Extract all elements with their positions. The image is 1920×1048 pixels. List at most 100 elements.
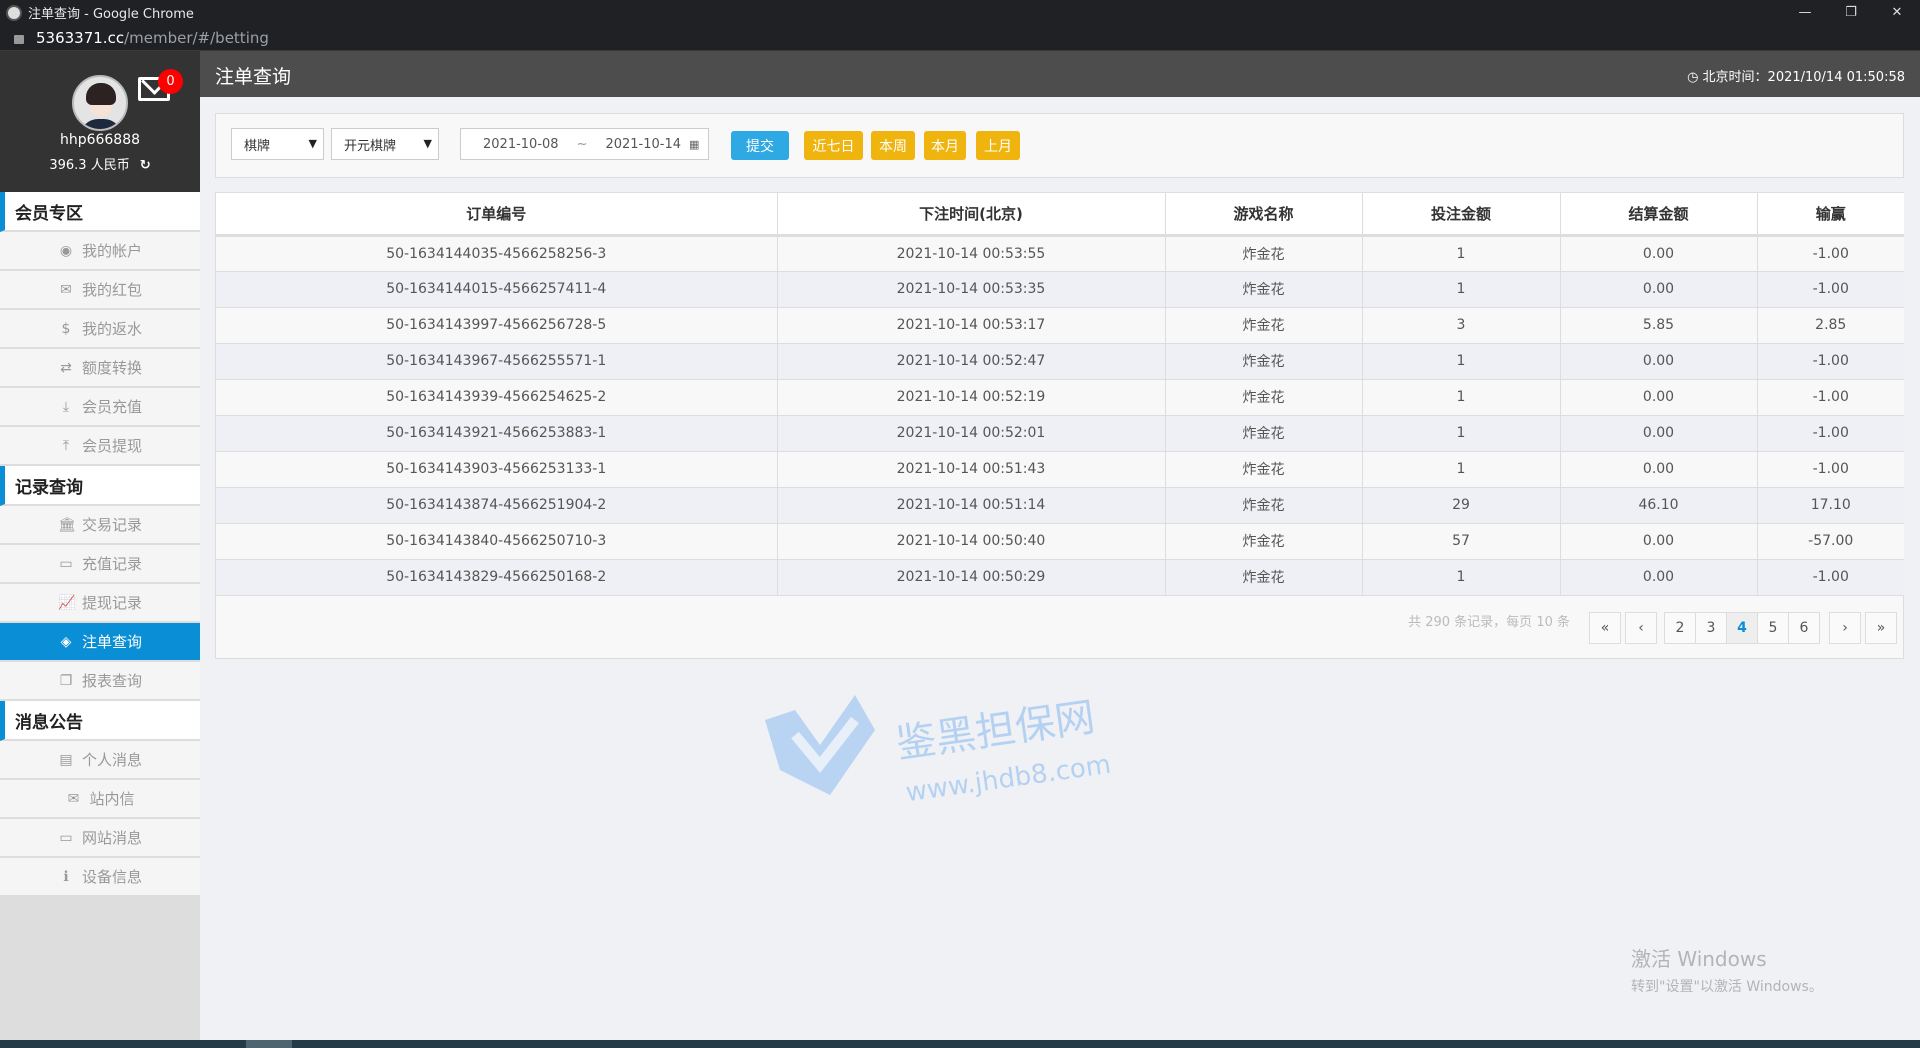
category-select[interactable]: 棋牌 ▼: [231, 128, 324, 160]
avatar[interactable]: [72, 75, 128, 131]
table-cell: 2021-10-14 00:53:35: [777, 271, 1166, 308]
first-page-button[interactable]: «: [1589, 612, 1621, 644]
lock-icon: [14, 35, 24, 44]
sidebar-item[interactable]: ◉ 我的帐户: [0, 232, 200, 271]
table-row: 50-1634143840-4566250710-3 2021-10-14 00:…: [216, 523, 1904, 560]
table-cell: 1: [1362, 415, 1561, 452]
table-cell: 2021-10-14 00:52:47: [777, 343, 1166, 380]
table-cell: -1.00: [1757, 451, 1904, 488]
table-cell: 2021-10-14 00:50:40: [777, 523, 1166, 560]
sidebar-item[interactable]: ▭ 网站消息: [0, 819, 200, 858]
table-row: 50-1634143921-4566253883-1 2021-10-14 00:…: [216, 415, 1904, 452]
sidebar-item-label: 个人消息: [81, 751, 142, 769]
refresh-icon[interactable]: ↻: [139, 158, 151, 173]
sidebar-item-label: 网站消息: [81, 829, 142, 847]
page-button[interactable]: 6: [1788, 612, 1820, 644]
user-circle-icon: ◉: [59, 242, 73, 259]
username: hhp666888: [59, 132, 141, 148]
page-button[interactable]: 4: [1726, 612, 1758, 644]
table-cell: 2021-10-14 00:53:55: [777, 235, 1166, 272]
address-bar[interactable]: 5363371.cc/member/#/betting: [0, 25, 1920, 51]
sidebar-item[interactable]: ✉ 我的红包: [0, 271, 200, 310]
balance: 396.3 人民币 ↻: [0, 154, 200, 173]
date-to: 2021-10-14: [605, 136, 682, 152]
table-cell: 50-1634143997-4566256728-5: [216, 307, 778, 344]
platform-value: 开元棋牌: [344, 138, 397, 154]
column-header: 投注金额: [1362, 193, 1561, 237]
column-header: 游戏名称: [1165, 193, 1363, 237]
table-cell: 17.10: [1757, 487, 1904, 524]
this-week-button[interactable]: 本周: [871, 131, 915, 160]
table-cell: 炸金花: [1165, 487, 1363, 524]
minimize-button[interactable]: —: [1798, 5, 1812, 20]
table-cell: 2021-10-14 00:52:01: [777, 415, 1166, 452]
envelope-square-icon: ✉: [60, 281, 72, 298]
sidebar-item[interactable]: ▤ 个人消息: [0, 741, 200, 780]
last-page-button[interactable]: »: [1865, 612, 1897, 644]
category-value: 棋牌: [244, 138, 271, 154]
laptop-icon: ▭: [59, 829, 73, 846]
table-cell: 炸金花: [1165, 415, 1363, 452]
sidebar-item-label: 我的返水: [81, 320, 142, 338]
taskbar-app[interactable]: [246, 1040, 292, 1048]
sidebar-item[interactable]: ⤒ 会员提现: [0, 427, 200, 466]
sidebar-item[interactable]: ℹ 设备信息: [0, 858, 200, 897]
sidebar-item-label: 额度转换: [81, 359, 142, 377]
sidebar-item[interactable]: ✉ 站内信: [0, 780, 200, 819]
sidebar-item[interactable]: 🏛 交易记录: [0, 506, 200, 545]
sidebar-item[interactable]: $ 我的返水: [0, 310, 200, 349]
page-button[interactable]: 3: [1695, 612, 1727, 644]
close-button[interactable]: ✕: [1891, 5, 1903, 20]
next-page-button[interactable]: ›: [1829, 612, 1861, 644]
favicon-icon: [6, 4, 22, 21]
page-button[interactable]: 2: [1664, 612, 1696, 644]
table-cell: 炸金花: [1165, 235, 1363, 272]
beijing-time: ◷ 北京时间：2021/10/14 01:50:58: [1687, 66, 1905, 85]
table-cell: 炸金花: [1165, 451, 1363, 488]
last-7-days-button[interactable]: 近七日: [804, 131, 863, 160]
watermark: 鉴黑担保网 www.jhdb8.com: [760, 690, 1180, 820]
submit-button[interactable]: 提交: [731, 131, 789, 160]
table-cell: 0.00: [1560, 343, 1758, 380]
platform-select[interactable]: 开元棋牌 ▼: [331, 128, 439, 160]
calendar-icon[interactable]: ▦: [689, 137, 700, 151]
sidebar-section-header: 会员专区: [0, 192, 200, 232]
table-cell: 1: [1362, 271, 1561, 308]
prev-page-button[interactable]: ‹: [1625, 612, 1657, 644]
sidebar-item[interactable]: ▭ 充值记录: [0, 545, 200, 584]
table-cell: 50-1634143939-4566254625-2: [216, 379, 778, 416]
last-month-button[interactable]: 上月: [976, 131, 1020, 160]
table-cell: 2021-10-14 00:52:19: [777, 379, 1166, 416]
table-cell: 29: [1362, 487, 1561, 524]
sidebar-item[interactable]: ⤓ 会员充值: [0, 388, 200, 427]
bets-table: 订单编号 下注时间(北京) 游戏名称 投注金额 结算金额 输赢 50-1634144035…: [216, 193, 1904, 596]
restore-button[interactable]: ❐: [1845, 5, 1857, 20]
table-cell: 炸金花: [1165, 559, 1363, 596]
date-from: 2021-10-08: [483, 136, 559, 152]
activation-title: 激活 Windows: [1631, 947, 1767, 971]
page-header: 注单查询 ◷ 北京时间：2021/10/14 01:50:58: [200, 51, 1920, 97]
table-cell: 50-1634143874-4566251904-2: [216, 487, 778, 524]
line-chart-icon: 📈: [57, 594, 76, 611]
table-cell: 炸金花: [1165, 271, 1363, 308]
table-cell: 5.85: [1560, 307, 1758, 344]
table-cell: 50-1634143840-4566250710-3: [216, 523, 778, 560]
sidebar-item[interactable]: ⇄ 额度转换: [0, 349, 200, 388]
chevron-down-icon: ▼: [423, 137, 432, 150]
ticket-icon: ◈: [60, 633, 72, 650]
table-cell: -57.00: [1757, 523, 1904, 560]
sidebar-item[interactable]: ❐ 报表查询: [0, 662, 200, 701]
sidebar-item[interactable]: ◈ 注单查询: [0, 623, 200, 662]
page-button[interactable]: 5: [1757, 612, 1789, 644]
date-range-input[interactable]: 2021-10-08 ~ 2021-10-14 ▦: [460, 128, 709, 160]
sidebar-item[interactable]: 📈 提现记录: [0, 584, 200, 623]
info-icon: ℹ: [63, 868, 69, 885]
unread-badge: 0: [158, 69, 183, 94]
table-cell: -1.00: [1757, 379, 1904, 416]
this-month-button[interactable]: 本月: [924, 131, 966, 160]
sidebar-item-label: 我的红包: [81, 281, 142, 299]
table-row: 50-1634143939-4566254625-2 2021-10-14 00:…: [216, 379, 1904, 416]
sidebar-item-label: 交易记录: [81, 516, 142, 534]
url-host: 5363371.cc: [36, 28, 125, 47]
sidebar-item-label: 注单查询: [81, 633, 142, 651]
